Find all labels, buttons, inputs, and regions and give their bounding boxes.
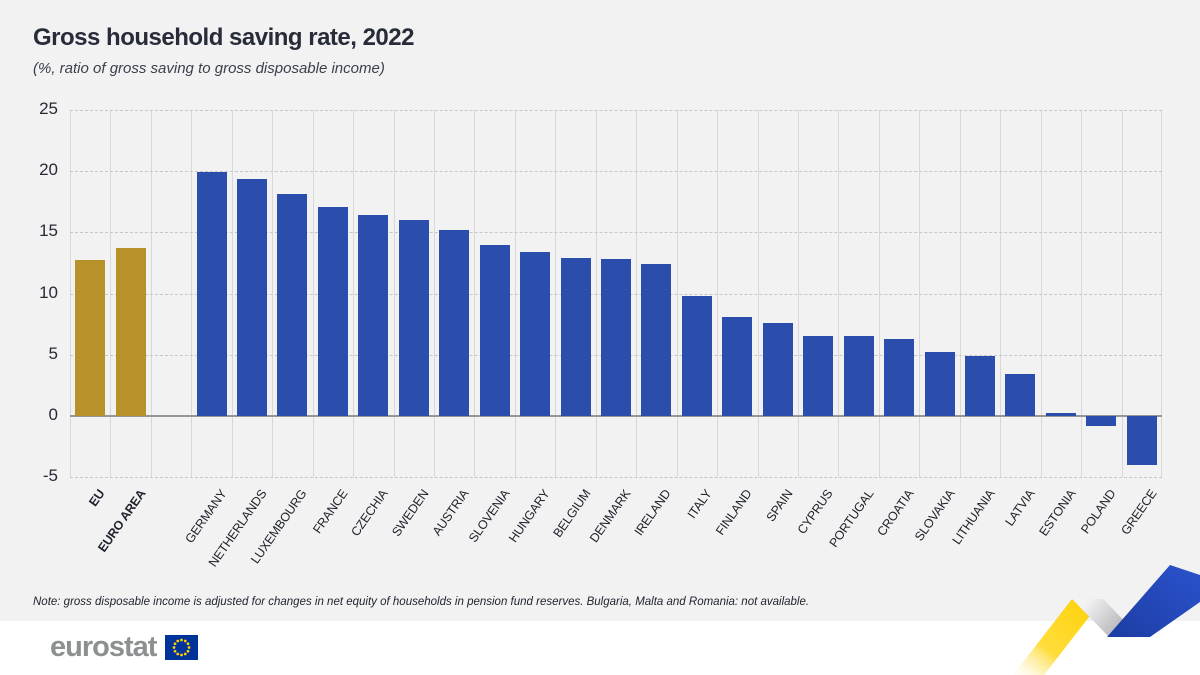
- bar-sweden: [398, 220, 429, 416]
- y-axis-tick-label: -5: [42, 466, 58, 485]
- bar-hungary: [520, 251, 551, 416]
- page-title: Gross household saving rate, 2022: [33, 24, 414, 51]
- eu-flag-star: [184, 639, 188, 642]
- bar-ireland: [641, 264, 672, 416]
- eu-flag-star: [180, 638, 184, 641]
- bar-spain: [762, 322, 793, 416]
- eu-flag-star: [174, 641, 177, 645]
- y-axis-tick-label: 0: [48, 404, 58, 424]
- bar-croatia: [884, 338, 915, 416]
- y-axis-tick-label: 15: [39, 221, 58, 241]
- plot-area: EU EURO AREA GERMANY NETHERLANDS LUXEMBOURG F…: [70, 110, 1162, 569]
- bar-eu: [75, 260, 106, 416]
- bar-belgium: [560, 258, 591, 416]
- eu-flag-star: [174, 649, 177, 653]
- page-subtitle: (%, ratio of gross saving to gross dispo…: [33, 60, 385, 77]
- eu-flag-star: [176, 639, 180, 642]
- horizontal-gridline: [70, 232, 1162, 234]
- bar-slovenia: [479, 244, 510, 416]
- eu-flag-star: [180, 653, 184, 656]
- bar-netherlands: [237, 178, 267, 416]
- footer-background: [0, 621, 1200, 675]
- bar-latvia: [1005, 374, 1036, 416]
- bar-euro-area: [115, 248, 146, 416]
- bar-austria: [439, 229, 470, 416]
- horizontal-gridline: [70, 110, 1162, 111]
- eu-flag-star: [188, 645, 191, 649]
- bar-poland: [1086, 415, 1117, 426]
- horizontal-gridline: [70, 477, 1162, 478]
- footnote: Note: gross disposable income is adjuste…: [33, 596, 810, 608]
- horizontal-gridline: [70, 171, 1162, 173]
- bar-cyprus: [803, 336, 834, 416]
- bar-portugal: [843, 336, 874, 416]
- y-axis-tick-label: 10: [39, 282, 58, 302]
- eu-flag-star: [173, 645, 176, 649]
- eu-flag-star: [187, 641, 190, 645]
- bar-lithuania: [965, 355, 995, 416]
- eurostat-wordmark: eurostat: [50, 631, 157, 663]
- bar-italy: [681, 295, 712, 416]
- y-axis-tick-label: 25: [39, 99, 58, 118]
- bar-denmark: [601, 259, 631, 416]
- trend-ribbon-graphic: [1013, 565, 1200, 675]
- bar-estonia: [1045, 413, 1076, 416]
- zero-axis-line: [70, 414, 1162, 417]
- bar-luxembourg: [277, 194, 308, 416]
- bar-finland: [722, 316, 753, 416]
- eu-flag-star: [187, 649, 190, 653]
- bar-germany: [196, 172, 227, 416]
- bar-greece: [1126, 415, 1157, 465]
- eu-flag-star: [176, 652, 180, 655]
- bar-france: [317, 206, 348, 416]
- eurostat-logo: eurostat: [50, 631, 199, 663]
- eu-flag-star: [184, 652, 188, 655]
- y-axis-tick-label: 5: [48, 343, 58, 363]
- bar-slovakia: [924, 352, 955, 416]
- eu-flag-icon: [165, 634, 199, 660]
- bar-czechia: [358, 215, 389, 416]
- y-axis-tick-label: 20: [39, 160, 58, 180]
